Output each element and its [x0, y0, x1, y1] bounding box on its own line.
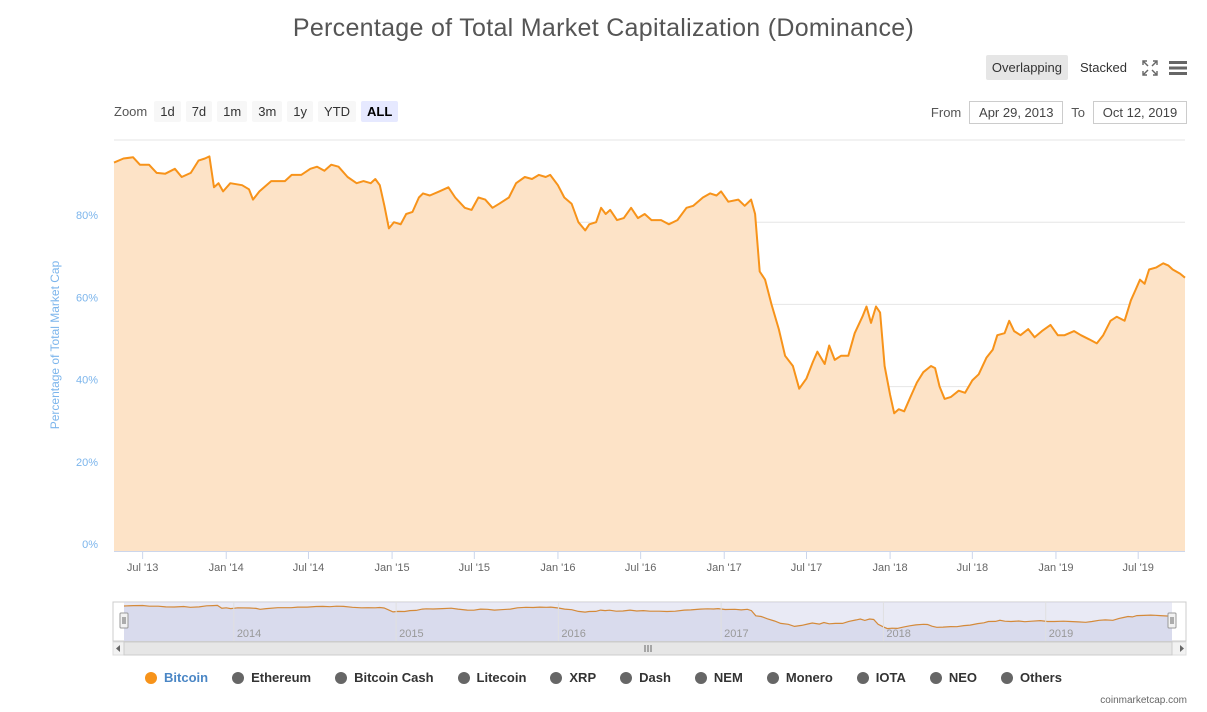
y-tick-label: 0% [82, 539, 98, 551]
legend-dot-icon [620, 671, 633, 684]
zoom-1m-button[interactable]: 1m [217, 101, 248, 122]
zoom-selector: Zoom 1d 7d 1m 3m 1y YTD ALL [114, 101, 399, 122]
x-tick-label: Jan '16 [540, 562, 575, 574]
x-tick-label: Jul '19 [1122, 562, 1153, 574]
y-tick-label: 40% [76, 375, 98, 387]
x-tick-label: Jan '14 [209, 562, 244, 574]
zoom-1d-button[interactable]: 1d [154, 101, 181, 122]
zoom-1y-button[interactable]: 1y [287, 101, 314, 122]
navigator-year-label: 2014 [237, 628, 261, 640]
to-date-input[interactable]: Oct 12, 2019 [1093, 101, 1187, 124]
chart-title: Percentage of Total Market Capitalizatio… [292, 14, 915, 42]
x-tick-label: Jan '18 [873, 562, 908, 574]
x-tick-label: Jul '13 [127, 562, 158, 574]
legend-item-neo[interactable]: NEO [929, 670, 977, 685]
legend-item-nem[interactable]: NEM [694, 670, 743, 685]
zoom-label: Zoom [114, 104, 148, 119]
y-tick-label: 60% [76, 292, 98, 304]
x-tick-label: Jan '17 [707, 562, 742, 574]
legend-dot-icon [232, 671, 245, 684]
view-toolbar: Overlapping Stacked [985, 55, 1189, 80]
legend-dot-icon [550, 671, 563, 684]
to-label: To [1071, 105, 1085, 120]
stacked-button[interactable]: Stacked [1080, 60, 1127, 75]
legend-item-iota[interactable]: IOTA [856, 670, 906, 685]
x-tick-label: Jul '17 [791, 562, 822, 574]
y-tick-label: 20% [76, 457, 98, 469]
scroll-right-arrow-icon[interactable] [1180, 645, 1184, 652]
navigator-line [123, 604, 1173, 630]
navigator-year-label: 2016 [561, 628, 585, 640]
navigator-left-handle[interactable] [119, 612, 129, 629]
credit-link[interactable]: coinmarketcap.com [1100, 695, 1187, 706]
x-tick-label: Jan '15 [375, 562, 410, 574]
x-tick-label: Jan '19 [1038, 562, 1073, 574]
y-tick-label: 80% [76, 210, 98, 222]
legend-item-litecoin[interactable]: Litecoin [457, 670, 526, 685]
legend-item-dash[interactable]: Dash [620, 670, 671, 685]
overlapping-button[interactable]: Overlapping [985, 55, 1069, 80]
date-range: From Apr 29, 2013 To Oct 12, 2019 [931, 101, 1187, 124]
navigator-year-label: 2017 [724, 628, 748, 640]
navigator-right-handle[interactable] [1167, 612, 1177, 629]
x-tick-label: Jul '15 [459, 562, 490, 574]
zoom-ytd-button[interactable]: YTD [318, 101, 357, 122]
legend-dot-icon [335, 671, 348, 684]
legend-item-monero[interactable]: Monero [766, 670, 833, 685]
from-label: From [930, 105, 962, 120]
zoom-3m-button[interactable]: 3m [252, 101, 283, 122]
bitcoin-area [114, 156, 1185, 551]
legend: Bitcoin Ethereum Bitcoin Cash Litecoin X… [0, 670, 1207, 685]
legend-dot-icon [766, 671, 779, 684]
legend-item-bitcoin[interactable]: Bitcoin [145, 670, 208, 685]
zoom-all-button[interactable]: ALL [361, 101, 399, 122]
scroll-left-arrow-icon[interactable] [116, 645, 120, 652]
bitcoin-line [113, 155, 1186, 415]
x-tick-label: Jul '14 [293, 562, 324, 574]
legend-dot-icon [1001, 671, 1014, 684]
zoom-7d-button[interactable]: 7d [185, 101, 213, 122]
legend-item-others[interactable]: Others [1001, 670, 1062, 685]
from-date-input[interactable]: Apr 29, 2013 [969, 101, 1064, 124]
legend-item-xrp[interactable]: XRP [550, 670, 596, 685]
navigator-year-label: 2018 [886, 628, 910, 640]
hamburger-menu-icon[interactable] [1167, 57, 1189, 79]
navigator-year-label: 2015 [399, 628, 423, 640]
legend-dot-icon [929, 671, 942, 684]
legend-dot-icon [457, 671, 470, 684]
legend-item-ethereum[interactable]: Ethereum [232, 670, 311, 685]
legend-dot-icon [694, 671, 707, 684]
legend-dot-icon [856, 671, 869, 684]
legend-item-bitcoin-cash[interactable]: Bitcoin Cash [335, 670, 434, 685]
x-tick-label: Jul '16 [625, 562, 656, 574]
x-tick-label: Jul '18 [957, 562, 988, 574]
navigator-year-label: 2019 [1049, 628, 1073, 640]
legend-dot-icon [145, 671, 158, 684]
fullscreen-icon[interactable] [1139, 57, 1161, 79]
